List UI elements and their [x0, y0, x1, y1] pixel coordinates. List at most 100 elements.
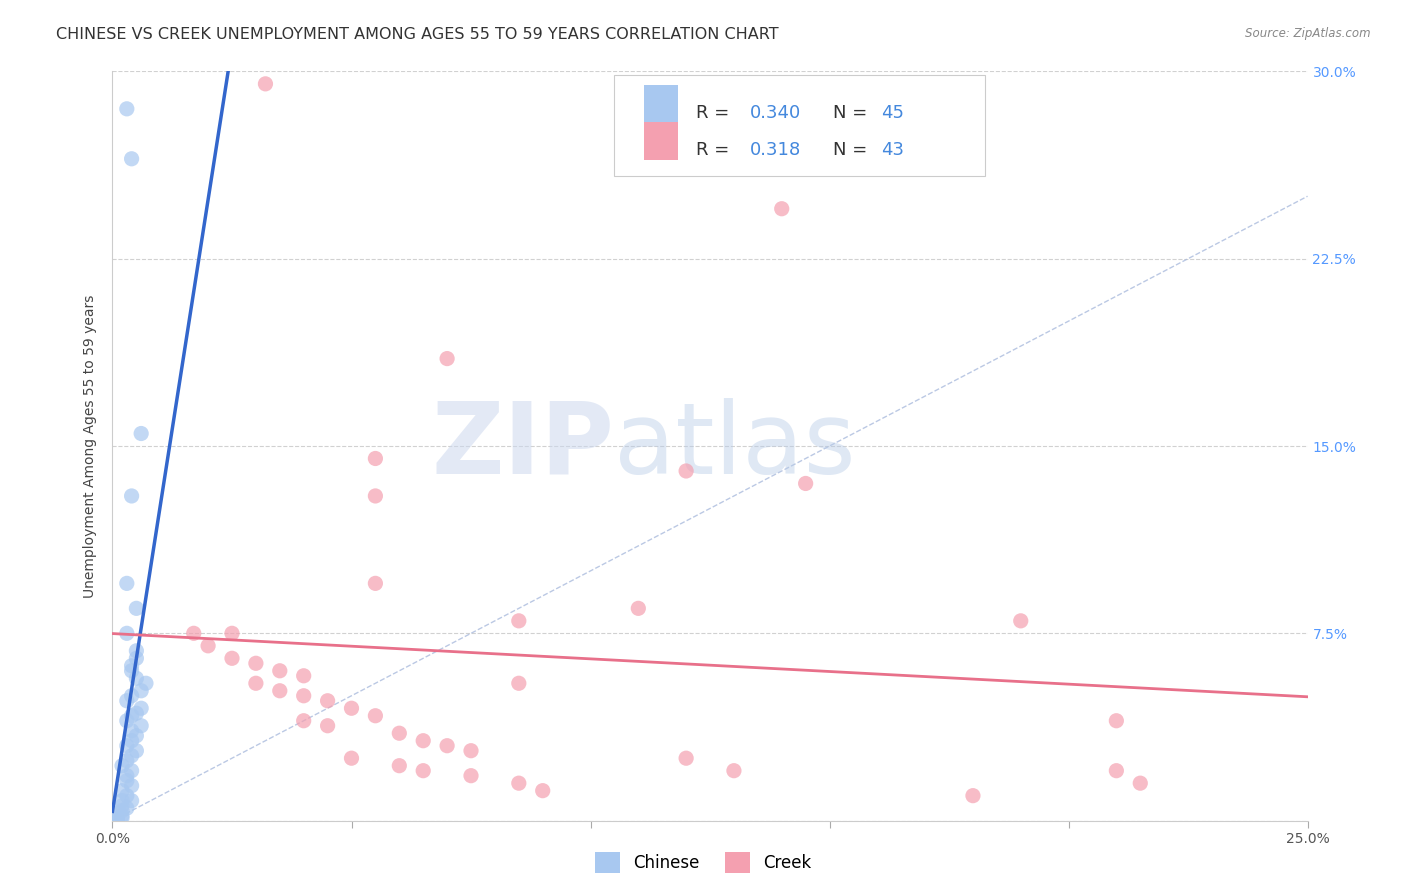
Point: [436, 739, 458, 753]
Text: 43: 43: [882, 141, 904, 159]
Point: [388, 726, 411, 740]
Point: [364, 489, 387, 503]
Point: [794, 476, 817, 491]
Point: [460, 744, 482, 758]
Point: [111, 808, 134, 822]
Point: [125, 729, 148, 743]
Point: [121, 794, 143, 808]
Text: CHINESE VS CREEK UNEMPLOYMENT AMONG AGES 55 TO 59 YEARS CORRELATION CHART: CHINESE VS CREEK UNEMPLOYMENT AMONG AGES…: [56, 27, 779, 42]
Point: [316, 694, 339, 708]
Point: [115, 102, 138, 116]
Point: [412, 764, 434, 778]
Point: [111, 794, 134, 808]
Text: Source: ZipAtlas.com: Source: ZipAtlas.com: [1246, 27, 1371, 40]
Point: [316, 719, 339, 733]
Point: [121, 658, 143, 673]
Point: [121, 708, 143, 723]
Point: [115, 789, 138, 803]
Point: [111, 758, 134, 772]
Point: [115, 769, 138, 783]
Text: N =: N =: [834, 103, 873, 121]
Point: [121, 733, 143, 747]
Point: [364, 576, 387, 591]
Text: ZIP: ZIP: [432, 398, 614, 494]
Text: 0.318: 0.318: [749, 141, 801, 159]
Point: [115, 754, 138, 768]
Point: [125, 744, 148, 758]
Point: [197, 639, 219, 653]
Point: [121, 779, 143, 793]
Point: [111, 783, 134, 797]
Point: [129, 426, 152, 441]
Point: [1105, 714, 1128, 728]
Point: [121, 689, 143, 703]
Point: [115, 576, 138, 591]
Point: [129, 683, 152, 698]
Point: [125, 671, 148, 685]
Point: [1129, 776, 1152, 790]
Point: [436, 351, 458, 366]
Point: [221, 626, 243, 640]
Point: [125, 644, 148, 658]
Text: 45: 45: [882, 103, 904, 121]
Point: [115, 773, 138, 788]
Point: [105, 814, 128, 828]
Point: [340, 701, 363, 715]
Point: [770, 202, 793, 216]
Y-axis label: Unemployment Among Ages 55 to 59 years: Unemployment Among Ages 55 to 59 years: [83, 294, 97, 598]
Point: [292, 689, 315, 703]
Point: [269, 683, 291, 698]
Point: [508, 776, 530, 790]
Point: [183, 626, 205, 640]
Point: [105, 806, 128, 821]
Point: [125, 601, 148, 615]
Point: [121, 764, 143, 778]
Point: [121, 748, 143, 763]
Point: [111, 804, 134, 818]
Point: [115, 801, 138, 815]
Point: [221, 651, 243, 665]
Point: [115, 626, 138, 640]
Text: R =: R =: [696, 103, 735, 121]
Point: [627, 601, 650, 615]
Point: [723, 764, 745, 778]
Point: [105, 811, 128, 825]
Text: R =: R =: [696, 141, 741, 159]
Point: [115, 739, 138, 753]
Point: [129, 719, 152, 733]
FancyBboxPatch shape: [644, 122, 678, 160]
Point: [1105, 764, 1128, 778]
Point: [121, 664, 143, 678]
Point: [388, 758, 411, 772]
Point: [269, 664, 291, 678]
Point: [364, 708, 387, 723]
Point: [115, 714, 138, 728]
Point: [364, 451, 387, 466]
Point: [245, 657, 267, 671]
Point: [508, 676, 530, 690]
Point: [115, 694, 138, 708]
Point: [129, 701, 152, 715]
Point: [508, 614, 530, 628]
Point: [1010, 614, 1032, 628]
Point: [125, 651, 148, 665]
Point: [412, 733, 434, 747]
Legend: Chinese, Creek: Chinese, Creek: [588, 846, 818, 880]
Point: [111, 811, 134, 825]
Point: [135, 676, 157, 690]
Point: [111, 798, 134, 813]
Point: [292, 714, 315, 728]
Point: [675, 751, 697, 765]
Point: [125, 706, 148, 721]
FancyBboxPatch shape: [644, 85, 678, 122]
Point: [121, 152, 143, 166]
FancyBboxPatch shape: [614, 75, 986, 177]
Point: [460, 769, 482, 783]
Point: [292, 669, 315, 683]
Text: N =: N =: [834, 141, 873, 159]
Point: [531, 783, 554, 797]
Point: [121, 723, 143, 738]
Point: [121, 489, 143, 503]
Point: [254, 77, 277, 91]
Text: 0.340: 0.340: [749, 103, 801, 121]
